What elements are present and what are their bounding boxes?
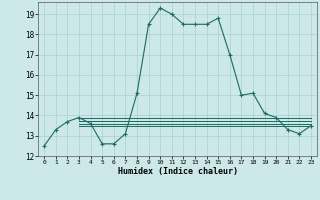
X-axis label: Humidex (Indice chaleur): Humidex (Indice chaleur) <box>118 167 238 176</box>
